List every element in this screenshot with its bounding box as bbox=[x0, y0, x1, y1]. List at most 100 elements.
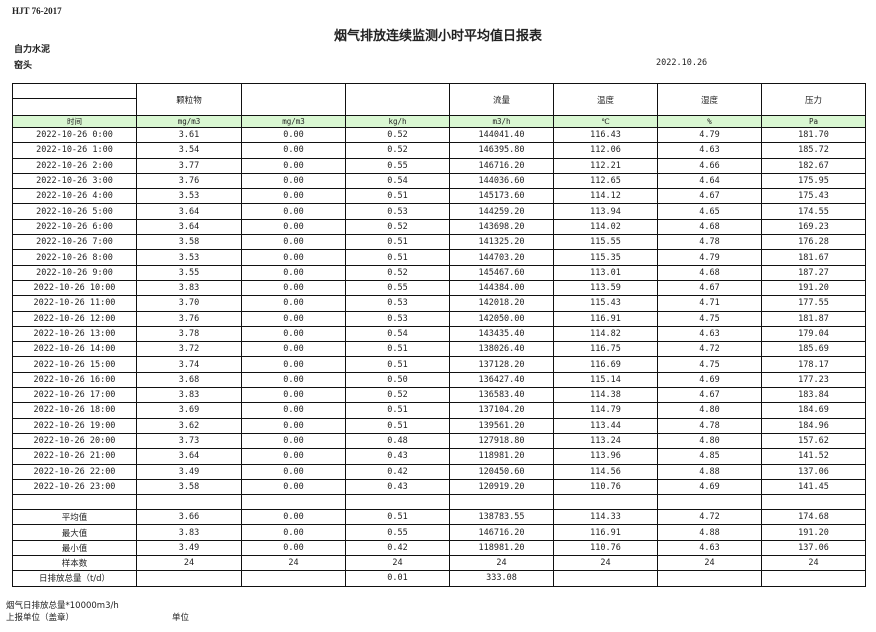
cell: 4.63 bbox=[657, 539, 762, 557]
cell: 177.23 bbox=[761, 371, 866, 389]
cell bbox=[241, 494, 346, 511]
cell: 3.77 bbox=[136, 157, 242, 174]
table-row: 2022-10-26 5:00 3.64 0.00 0.53 144259.20 113.… bbox=[12, 203, 866, 220]
cell: 146716.20 bbox=[449, 157, 554, 174]
cell: 0.42 bbox=[345, 463, 450, 480]
report-date: 2022.10.26 bbox=[656, 58, 708, 68]
cell: 24 bbox=[553, 555, 658, 572]
cell: 0.00 bbox=[241, 264, 346, 281]
summary-row: 平均值 3.66 0.00 0.51 138783.55 114.33 4.72 174.68 bbox=[12, 509, 866, 526]
cell bbox=[761, 570, 866, 587]
cell: 177.55 bbox=[761, 295, 866, 312]
cell: 0.00 bbox=[241, 509, 346, 526]
cell: 0.53 bbox=[345, 203, 450, 220]
cell: 2022-10-26 4:00 bbox=[12, 188, 137, 205]
cell: 4.78 bbox=[657, 234, 762, 251]
cell: 138783.55 bbox=[449, 509, 554, 526]
cell: 2022-10-26 19:00 bbox=[12, 417, 137, 434]
cell: 114.02 bbox=[553, 218, 658, 236]
cell: 2022-10-26 8:00 bbox=[12, 249, 137, 266]
cell: 146395.80 bbox=[449, 142, 554, 159]
cell: 0.50 bbox=[345, 371, 450, 389]
cell: 0.00 bbox=[241, 539, 346, 557]
column-header-row: 颗粒物 流量 温度 湿度 压力 bbox=[12, 83, 866, 116]
cell: 3.76 bbox=[136, 310, 242, 327]
cell: 0.52 bbox=[345, 264, 450, 281]
cell bbox=[657, 494, 762, 511]
cell: 141.52 bbox=[761, 448, 866, 465]
cell bbox=[12, 83, 137, 116]
cell: 185.69 bbox=[761, 341, 866, 358]
cell: 3.49 bbox=[136, 463, 242, 480]
cell: 0.00 bbox=[241, 203, 346, 220]
cell bbox=[345, 494, 450, 511]
table-row: 2022-10-26 22:00 3.49 0.00 0.42 120450.60 114… bbox=[12, 463, 866, 480]
table-row: 2022-10-26 0:00 3.61 0.00 0.52 144041.40 116.… bbox=[12, 126, 866, 144]
cell: 0.00 bbox=[241, 371, 346, 389]
table-row: 2022-10-26 16:00 3.68 0.00 0.50 136427.40 115… bbox=[12, 371, 866, 389]
cell: 0.43 bbox=[345, 448, 450, 465]
table-row: 2022-10-26 10:00 3.83 0.00 0.55 144384.00 113… bbox=[12, 279, 866, 297]
cell: 0.00 bbox=[241, 126, 346, 144]
cell: 3.83 bbox=[136, 524, 242, 541]
cell: 2022-10-26 2:00 bbox=[12, 157, 137, 174]
cell: 2022-10-26 10:00 bbox=[12, 279, 137, 297]
cell: 113.24 bbox=[553, 432, 658, 450]
cell: 3.74 bbox=[136, 356, 242, 373]
cell: 2022-10-26 9:00 bbox=[12, 264, 137, 281]
cell: 183.84 bbox=[761, 387, 866, 404]
cell: 169.23 bbox=[761, 218, 866, 236]
cell: 0.00 bbox=[241, 417, 346, 434]
cell: 0.00 bbox=[241, 172, 346, 190]
company-name: 自力水泥 bbox=[14, 45, 51, 55]
cell: 3.83 bbox=[136, 279, 242, 297]
cell: 115.55 bbox=[553, 234, 658, 251]
cell: 2022-10-26 17:00 bbox=[12, 387, 137, 404]
cell: 181.67 bbox=[761, 249, 866, 266]
cell: 24 bbox=[241, 555, 346, 572]
header-split bbox=[13, 85, 136, 115]
cell: 4.80 bbox=[657, 402, 762, 419]
cell: 颗粒物 bbox=[136, 83, 242, 116]
cell: 116.91 bbox=[553, 310, 658, 327]
cell: 0.51 bbox=[345, 341, 450, 358]
cell: 115.35 bbox=[553, 249, 658, 266]
cell: 0.54 bbox=[345, 325, 450, 343]
cell bbox=[345, 83, 450, 116]
cell: 湿度 bbox=[657, 83, 762, 116]
cell: 0.00 bbox=[241, 249, 346, 266]
cell bbox=[12, 494, 137, 511]
cell: 4.85 bbox=[657, 448, 762, 465]
cell: 0.55 bbox=[345, 279, 450, 297]
cell: 2022-10-26 3:00 bbox=[12, 172, 137, 190]
cell: 137.06 bbox=[761, 539, 866, 557]
cell: 136427.40 bbox=[449, 371, 554, 389]
cell: 0.00 bbox=[241, 356, 346, 373]
cell: 0.48 bbox=[345, 432, 450, 450]
cell: 3.61 bbox=[136, 126, 242, 144]
cell: 0.00 bbox=[241, 432, 346, 450]
cell: 日排放总量（t/d） bbox=[12, 570, 137, 587]
cell: 2022-10-26 14:00 bbox=[12, 341, 137, 358]
cell: 114.33 bbox=[553, 509, 658, 526]
cell: 4.68 bbox=[657, 218, 762, 236]
table-row: 2022-10-26 20:00 3.73 0.00 0.48 127918.80 113… bbox=[12, 432, 866, 450]
cell: 3.78 bbox=[136, 325, 242, 343]
cell: 0.00 bbox=[241, 325, 346, 343]
cell: 112.06 bbox=[553, 142, 658, 159]
cell: 0.51 bbox=[345, 249, 450, 266]
cell: 137128.20 bbox=[449, 356, 554, 373]
cell: 样本数 bbox=[12, 555, 137, 572]
cell: 0.43 bbox=[345, 478, 450, 496]
cell bbox=[136, 494, 242, 511]
cell: 4.67 bbox=[657, 188, 762, 205]
cell: 0.00 bbox=[241, 157, 346, 174]
cell: 114.12 bbox=[553, 188, 658, 205]
table-row: 2022-10-26 12:00 3.76 0.00 0.53 142050.00 116… bbox=[12, 310, 866, 327]
cell: 平均值 bbox=[12, 509, 137, 526]
cell: 3.64 bbox=[136, 448, 242, 465]
blank-row bbox=[12, 494, 866, 511]
cell: 142050.00 bbox=[449, 310, 554, 327]
cell: 175.43 bbox=[761, 188, 866, 205]
cell: 3.55 bbox=[136, 264, 242, 281]
